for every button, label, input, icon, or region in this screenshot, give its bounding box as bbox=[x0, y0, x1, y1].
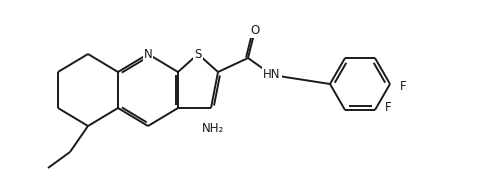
Text: S: S bbox=[194, 48, 202, 61]
Text: F: F bbox=[400, 80, 406, 93]
Text: F: F bbox=[385, 101, 392, 114]
Text: HN: HN bbox=[263, 68, 281, 81]
Text: NH₂: NH₂ bbox=[202, 121, 224, 134]
Text: O: O bbox=[250, 23, 260, 36]
Text: N: N bbox=[144, 48, 152, 61]
